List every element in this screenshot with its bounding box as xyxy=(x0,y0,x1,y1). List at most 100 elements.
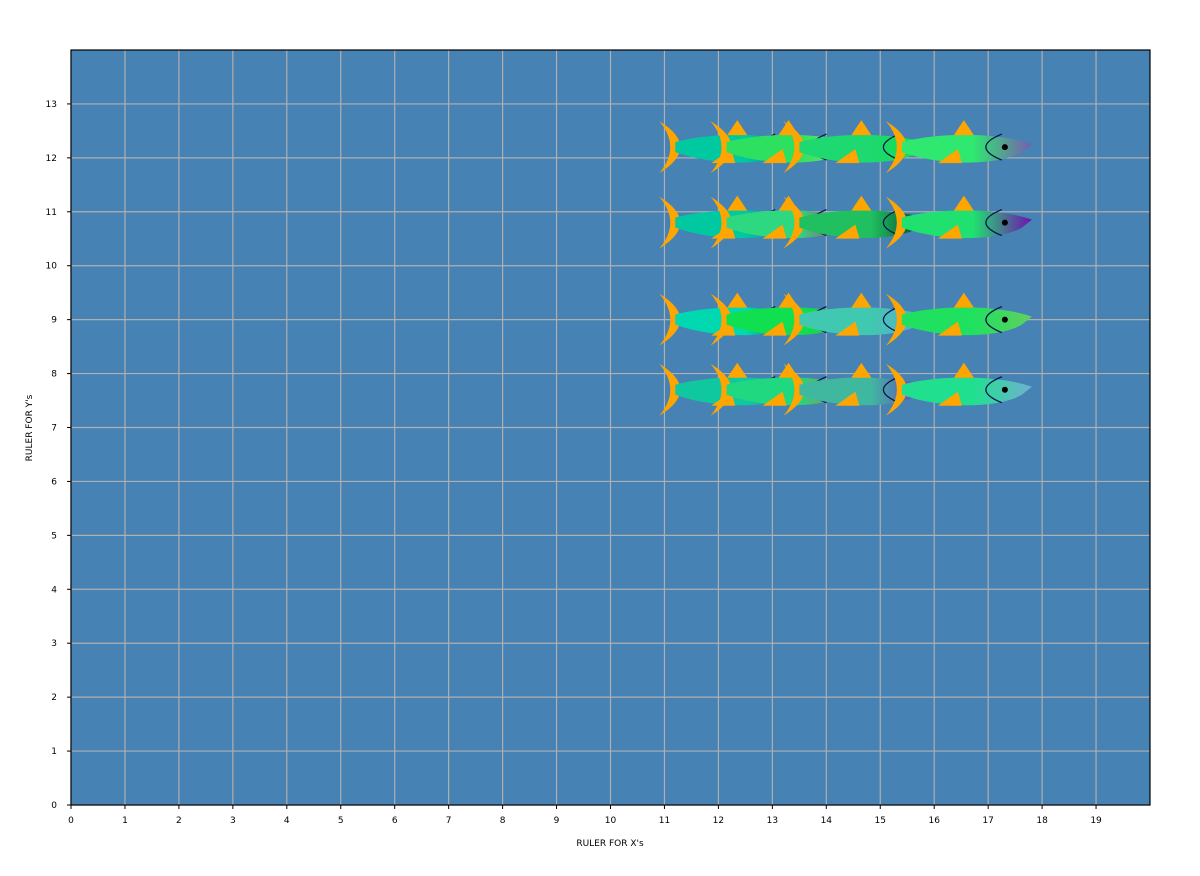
fish-gill xyxy=(882,306,900,334)
x-tick-label: 18 xyxy=(1036,816,1048,826)
y-tick-label: 11 xyxy=(46,208,57,218)
fish-dorsal-fin xyxy=(953,292,974,308)
fish-pectoral-fin xyxy=(937,321,962,336)
fish-tail xyxy=(710,293,732,346)
y-tick-label: 6 xyxy=(51,477,57,487)
x-tick-label: 2 xyxy=(176,816,182,826)
fish-icon xyxy=(885,120,1032,174)
fish-dorsal-fin xyxy=(953,120,974,136)
x-tick-label: 6 xyxy=(392,816,398,826)
x-tick-label: 15 xyxy=(875,816,886,826)
y-tick-label: 7 xyxy=(51,424,57,434)
fish-icon xyxy=(885,195,1032,249)
y-tick-label: 9 xyxy=(51,316,57,326)
y-tick-label: 13 xyxy=(46,100,57,110)
fish-dorsal-fin xyxy=(727,362,748,378)
fish-gill xyxy=(985,133,1003,161)
fish-pectoral-fin xyxy=(762,224,787,239)
x-tick-label: 8 xyxy=(500,816,506,826)
y-tick-label: 0 xyxy=(51,801,57,811)
x-tick-label: 13 xyxy=(767,816,778,826)
fish-eye xyxy=(1001,219,1008,226)
y-tick-label: 4 xyxy=(51,585,57,595)
fish-tail xyxy=(885,196,907,249)
fish-gill xyxy=(985,208,1003,237)
fish-pectoral-fin xyxy=(835,391,860,406)
x-tick-label: 14 xyxy=(821,816,833,826)
fish-tail xyxy=(885,363,907,416)
x-tick-label: 16 xyxy=(928,816,940,826)
x-tick-label: 0 xyxy=(68,816,74,826)
fish-dorsal-fin xyxy=(851,362,872,378)
fish-pectoral-fin xyxy=(937,391,962,406)
y-tick-label: 8 xyxy=(51,370,57,380)
fish-tail xyxy=(783,293,805,346)
fish-eye xyxy=(1001,316,1008,323)
fish-pectoral-fin xyxy=(937,149,962,164)
x-axis-label: RULER FOR X's xyxy=(576,839,644,849)
fish-dorsal-fin xyxy=(727,292,748,308)
fish-pectoral-fin xyxy=(762,321,787,336)
y-tick-label: 3 xyxy=(51,639,57,649)
x-tick-label: 12 xyxy=(713,816,724,826)
y-tick-label: 5 xyxy=(51,531,57,541)
x-tick-label: 7 xyxy=(446,816,452,826)
fish-eye xyxy=(1001,386,1008,393)
fish-dorsal-fin xyxy=(727,120,748,136)
fish-tail xyxy=(659,196,681,249)
x-tick-label: 11 xyxy=(659,816,670,826)
y-tick-label: 10 xyxy=(46,262,58,272)
fish-dorsal-fin xyxy=(851,195,872,211)
grid xyxy=(70,50,1150,806)
x-tick-label: 10 xyxy=(605,816,617,826)
x-tick-label: 9 xyxy=(554,816,560,826)
y-tick-label: 12 xyxy=(46,154,57,164)
y-axis-label: RULER FOR Y's xyxy=(25,394,35,461)
fish-pectoral-fin xyxy=(762,391,787,406)
fish-dorsal-fin xyxy=(851,292,872,308)
fish-tail xyxy=(783,363,805,416)
fish-layer xyxy=(659,120,1032,416)
fish-gill xyxy=(985,306,1003,334)
fish-dorsal-fin xyxy=(727,195,748,211)
fish-pectoral-fin xyxy=(835,224,860,239)
x-tick-label: 5 xyxy=(338,816,344,826)
fish-tail xyxy=(885,293,907,346)
x-tick-label: 17 xyxy=(982,816,993,826)
x-tick-label: 1 xyxy=(122,816,128,826)
fish-tail xyxy=(783,196,805,249)
fish-icon xyxy=(885,292,1032,346)
fish-tail xyxy=(659,363,681,416)
fish-pectoral-fin xyxy=(835,321,860,336)
fish-pectoral-fin xyxy=(762,149,787,164)
fish-tail xyxy=(710,363,732,416)
fish-dorsal-fin xyxy=(851,120,872,136)
fish-pectoral-fin xyxy=(835,149,860,164)
fish-dorsal-fin xyxy=(953,195,974,211)
fish-tail xyxy=(710,121,732,174)
fish-pectoral-fin xyxy=(937,224,962,239)
fish-body xyxy=(901,210,1032,239)
fish-tail xyxy=(659,121,681,174)
fish-body xyxy=(901,134,1032,163)
y-tick-label: 2 xyxy=(51,693,57,703)
x-tick-label: 19 xyxy=(1090,816,1102,826)
fish-icon xyxy=(885,362,1032,416)
fish-gill xyxy=(882,208,900,237)
fish-tail xyxy=(783,121,805,174)
y-tick-label: 1 xyxy=(51,747,57,757)
x-tick-label: 4 xyxy=(284,816,290,826)
fish-gill xyxy=(985,376,1003,404)
fish-tail xyxy=(710,196,732,249)
fish-tail xyxy=(659,293,681,346)
fish-gill xyxy=(882,376,900,404)
x-axis: 0 1 2 3 4 5 6 7 8 9 10 11 12 13 14 15 16 17 18 19 xyxy=(68,805,1102,826)
fish-body xyxy=(901,307,1032,336)
fish-gill xyxy=(882,133,900,161)
fish-body xyxy=(901,377,1032,406)
fish-tail xyxy=(885,121,907,174)
fish-dorsal-fin xyxy=(953,362,974,378)
fish-eye xyxy=(1001,144,1008,151)
